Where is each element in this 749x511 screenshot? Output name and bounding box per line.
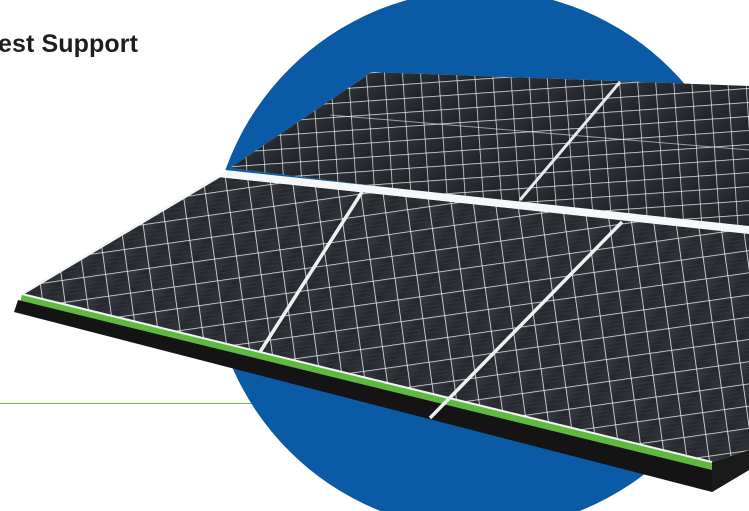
panel-gap	[220, 170, 749, 234]
solar-panel-front	[21, 174, 749, 463]
solar-panel-frame	[14, 294, 749, 492]
accent-divider	[0, 403, 330, 404]
section-heading: est Support	[0, 30, 138, 58]
